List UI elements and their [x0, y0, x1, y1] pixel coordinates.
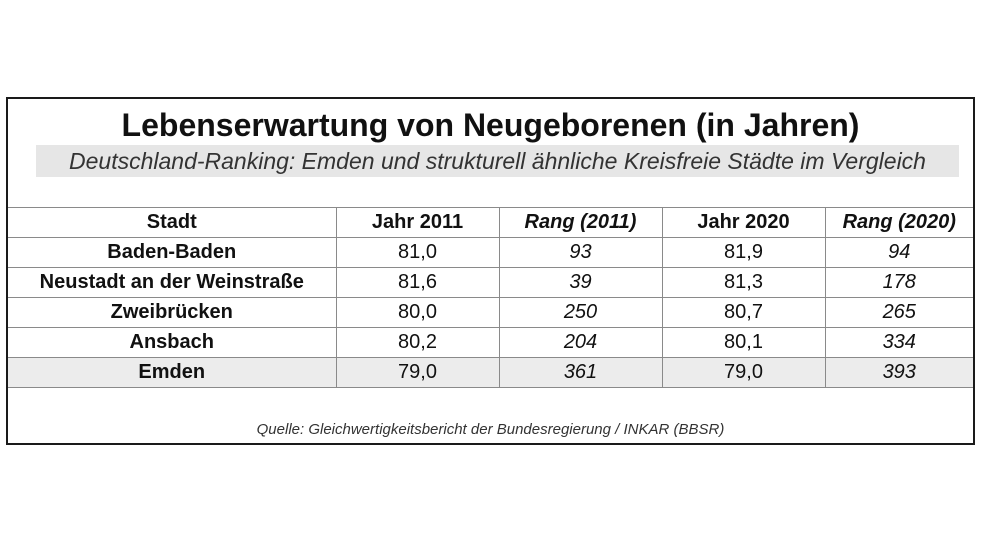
city-cell: Zweibrücken	[8, 297, 336, 328]
rank-2011-cell: 93	[498, 237, 662, 268]
rank-2020-cell: 94	[824, 237, 973, 268]
value-2011-cell: 81,6	[335, 267, 499, 298]
column-header-year-2011: Jahr 2011	[335, 207, 499, 238]
table-row: Zweibrücken 80,0 250 80,7 265	[8, 297, 973, 328]
page-title: Lebenserwartung von Neugeborenen (in Jah…	[121, 107, 860, 143]
value-2020-cell: 81,9	[661, 237, 825, 268]
table-row: Ansbach 80,2 204 80,1 334	[8, 327, 973, 358]
value-2020-cell: 80,7	[661, 297, 825, 328]
city-cell: Baden-Baden	[8, 237, 336, 268]
city-cell: Neustadt an der Weinstraße	[8, 267, 336, 298]
city-cell: Ansbach	[8, 327, 336, 358]
table-header-row: Stadt Jahr 2011 Rang (2011) Jahr 2020 Ra…	[8, 207, 973, 238]
column-header-city: Stadt	[8, 207, 336, 238]
value-2020-cell: 80,1	[661, 327, 825, 358]
rank-2020-cell: 334	[824, 327, 973, 358]
value-2011-cell: 80,2	[335, 327, 499, 358]
column-header-rank-2020: Rang (2020)	[824, 207, 973, 238]
column-header-rank-2011: Rang (2011)	[498, 207, 662, 238]
rank-2020-cell: 178	[824, 267, 973, 298]
rank-2011-cell: 361	[498, 357, 662, 388]
value-2011-cell: 79,0	[335, 357, 499, 388]
rank-2011-cell: 250	[498, 297, 662, 328]
page-subtitle: Deutschland-Ranking: Emden und strukture…	[36, 145, 959, 177]
value-2020-cell: 79,0	[661, 357, 825, 388]
table-row: Neustadt an der Weinstraße 81,6 39 81,3 …	[8, 267, 973, 298]
value-2020-cell: 81,3	[661, 267, 825, 298]
source-note: Quelle: Gleichwertigkeitsbericht der Bun…	[256, 421, 725, 438]
table-row: Baden-Baden 81,0 93 81,9 94	[8, 237, 973, 268]
life-expectancy-table: Stadt Jahr 2011 Rang (2011) Jahr 2020 Ra…	[8, 207, 973, 388]
report-frame: Lebenserwartung von Neugeborenen (in Jah…	[6, 97, 975, 445]
column-header-year-2020: Jahr 2020	[661, 207, 825, 238]
rank-2020-cell: 393	[824, 357, 973, 388]
rank-2011-cell: 39	[498, 267, 662, 298]
value-2011-cell: 81,0	[335, 237, 499, 268]
rank-2011-cell: 204	[498, 327, 662, 358]
table-row-highlighted: Emden 79,0 361 79,0 393	[8, 357, 973, 388]
rank-2020-cell: 265	[824, 297, 973, 328]
value-2011-cell: 80,0	[335, 297, 499, 328]
city-cell: Emden	[8, 357, 336, 388]
